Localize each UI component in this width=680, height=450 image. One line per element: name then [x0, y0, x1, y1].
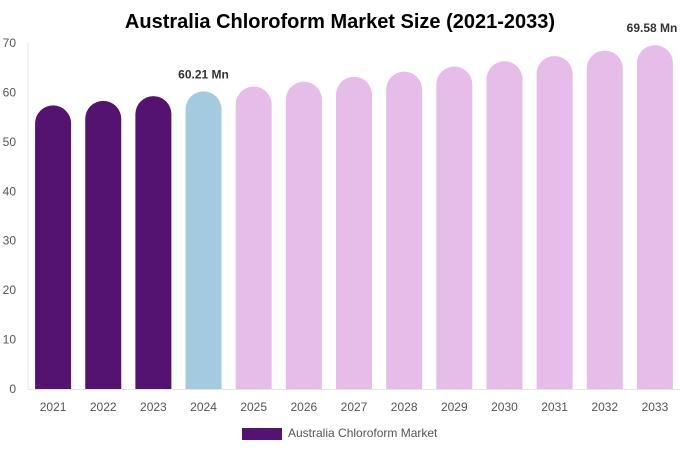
x-tick-label: 2030 [491, 400, 518, 414]
bar-2022[interactable] [85, 100, 122, 390]
x-tick-label: 2024 [190, 400, 217, 414]
x-tick-label: 2022 [90, 400, 117, 414]
bar-2031[interactable] [536, 55, 573, 389]
y-tick-label: 60 [3, 85, 17, 99]
data-label-2033: 69.58 Mn [627, 21, 678, 35]
y-tick-label: 70 [3, 36, 17, 50]
legend-label[interactable]: Australia Chloroform Market [288, 426, 438, 440]
chart-title: Australia Chloroform Market Size (2021-2… [125, 11, 555, 33]
y-tick-label: 30 [3, 234, 17, 248]
x-tick-label: 2031 [541, 400, 568, 414]
bar-2021[interactable] [35, 105, 72, 389]
bar-2032[interactable] [586, 50, 623, 390]
legend-swatch[interactable] [242, 428, 282, 440]
y-tick-label: 50 [3, 135, 17, 149]
bar-2033[interactable] [636, 45, 673, 390]
y-tick-label: 0 [9, 382, 16, 396]
bar-2028[interactable] [386, 71, 423, 389]
x-tick-label: 2021 [40, 400, 67, 414]
x-tick-label: 2033 [642, 400, 669, 414]
y-tick-label: 40 [3, 184, 17, 198]
x-tick-label: 2029 [441, 400, 468, 414]
y-tick-label: 20 [3, 283, 17, 297]
bar-2027[interactable] [336, 76, 372, 389]
x-tick-label: 2023 [140, 400, 167, 414]
data-label-2024: 60.21 Mn [178, 67, 229, 81]
bar-2025[interactable] [235, 86, 272, 389]
x-tick-label: 2026 [290, 400, 317, 414]
bar-2030[interactable] [486, 61, 523, 390]
bar-2026[interactable] [285, 81, 322, 390]
x-tick-label: 2032 [591, 400, 618, 414]
x-tick-label: 2025 [240, 400, 267, 414]
x-tick-label: 2028 [391, 400, 418, 414]
x-tick-label: 2027 [341, 400, 368, 414]
bar-2024[interactable] [185, 91, 222, 390]
bar-2023[interactable] [135, 96, 172, 390]
bar-2029[interactable] [436, 66, 473, 389]
y-tick-label: 10 [3, 333, 17, 347]
